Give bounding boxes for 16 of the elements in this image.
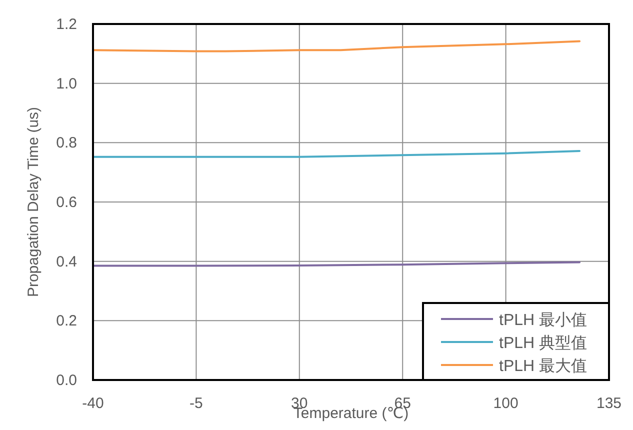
- x-tick-label: -5: [190, 395, 203, 412]
- x-tick-label: -40: [82, 395, 104, 412]
- y-tick-label: 0.2: [56, 312, 77, 330]
- y-tick-label: 0.8: [56, 134, 77, 152]
- y-axis-title: Propagation Delay Time (us): [25, 106, 42, 298]
- legend-label: tPLH 最小值: [499, 311, 588, 329]
- y-tick-label: 1.2: [56, 16, 77, 33]
- legend-label: tPLH 最大值: [499, 357, 588, 375]
- legend-label: tPLH 典型值: [499, 334, 588, 352]
- x-tick-label: 135: [596, 395, 622, 412]
- y-tick-label: 1.0: [56, 75, 77, 92]
- y-tick-label: 0.0: [56, 372, 77, 389]
- x-tick-label: 100: [493, 395, 518, 412]
- y-tick-label: 0.4: [56, 253, 77, 270]
- y-tick-label: 0.6: [56, 194, 77, 211]
- line-series: [92, 40, 581, 52]
